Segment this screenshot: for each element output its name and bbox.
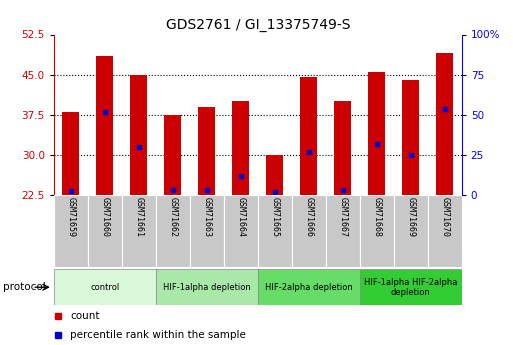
Text: GSM71660: GSM71660 <box>101 197 109 237</box>
Bar <box>326 195 360 267</box>
Text: control: control <box>90 283 120 292</box>
Text: GSM71668: GSM71668 <box>372 197 381 237</box>
Text: GSM71670: GSM71670 <box>440 197 449 237</box>
Text: GSM71669: GSM71669 <box>406 197 415 237</box>
Bar <box>258 195 292 267</box>
Bar <box>360 269 462 305</box>
Bar <box>334 101 351 195</box>
Bar <box>428 195 462 267</box>
Bar <box>393 195 428 267</box>
Text: GSM71662: GSM71662 <box>168 197 177 237</box>
Bar <box>63 112 80 195</box>
Text: GSM71661: GSM71661 <box>134 197 143 237</box>
Bar <box>96 56 113 195</box>
Bar <box>436 53 453 195</box>
Title: GDS2761 / GI_13375749-S: GDS2761 / GI_13375749-S <box>166 18 350 32</box>
Text: GSM71663: GSM71663 <box>202 197 211 237</box>
Text: percentile rank within the sample: percentile rank within the sample <box>70 330 246 339</box>
Bar <box>266 155 283 195</box>
Text: GSM71665: GSM71665 <box>270 197 279 237</box>
Bar <box>232 101 249 195</box>
Text: HIF-1alpha depletion: HIF-1alpha depletion <box>163 283 251 292</box>
Text: GSM71667: GSM71667 <box>338 197 347 237</box>
Text: HIF-1alpha HIF-2alpha
depletion: HIF-1alpha HIF-2alpha depletion <box>364 277 458 297</box>
Bar <box>54 269 156 305</box>
Bar <box>300 77 317 195</box>
Text: protocol: protocol <box>3 282 45 292</box>
Bar <box>88 195 122 267</box>
Bar <box>368 72 385 195</box>
Bar <box>224 195 258 267</box>
Bar <box>54 195 88 267</box>
Bar <box>130 75 147 195</box>
Bar <box>199 107 215 195</box>
Text: count: count <box>70 311 100 321</box>
Bar <box>258 269 360 305</box>
Text: GSM71659: GSM71659 <box>66 197 75 237</box>
Bar <box>164 115 181 195</box>
Bar <box>122 195 156 267</box>
Bar <box>292 195 326 267</box>
Bar <box>402 80 419 195</box>
Text: HIF-2alpha depletion: HIF-2alpha depletion <box>265 283 352 292</box>
Text: GSM71666: GSM71666 <box>304 197 313 237</box>
Bar <box>156 269 258 305</box>
Bar <box>190 195 224 267</box>
Bar <box>360 195 394 267</box>
Bar <box>156 195 190 267</box>
Text: GSM71664: GSM71664 <box>236 197 245 237</box>
